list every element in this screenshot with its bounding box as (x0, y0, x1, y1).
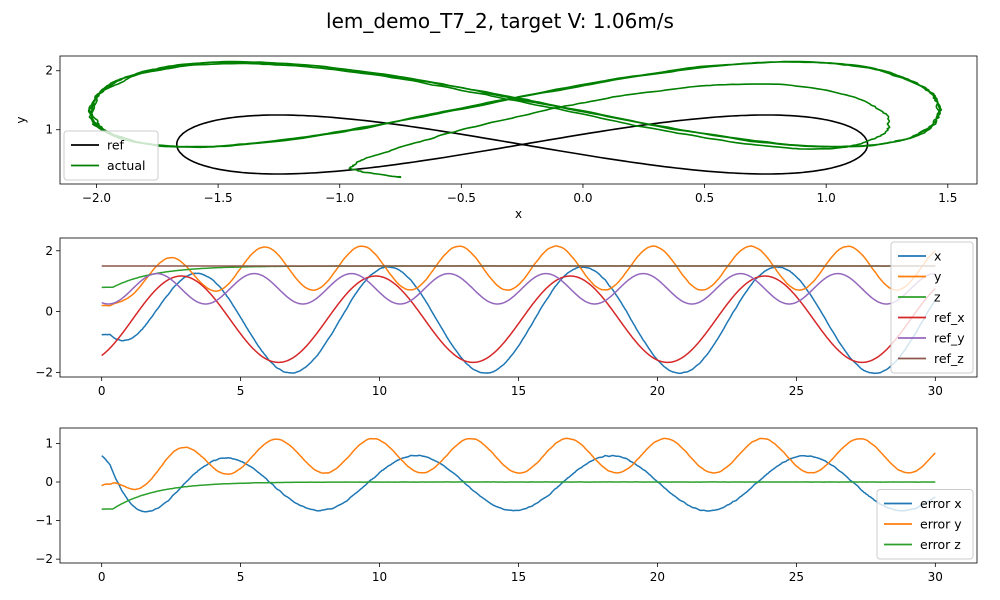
x-tick-label: 5 (237, 570, 245, 584)
y-tick-label: −1 (35, 514, 53, 528)
y-tick-label: −2 (35, 365, 53, 379)
legend: error x error y error z (876, 489, 974, 560)
x-tick-label: 25 (789, 570, 804, 584)
y-tick-label: 0 (45, 475, 53, 489)
legend-label-z: z (934, 290, 941, 305)
x-tick-label: 20 (650, 384, 665, 398)
plot-area-3 (101, 437, 936, 513)
x-tick-label: 25 (789, 384, 804, 398)
series-line-ref-x (101, 275, 936, 364)
legend: ref actual (63, 130, 159, 181)
x-tick-label: 15 (511, 570, 526, 584)
x-tick-label: −1.5 (204, 191, 233, 205)
y-tick-label: 0 (45, 305, 53, 319)
x-tick-label: 20 (650, 570, 665, 584)
figure-title: lem_demo_T7_2, target V: 1.06m/s (326, 9, 674, 33)
x-tick-label: 15 (511, 384, 526, 398)
legend-label-ref-y: ref_y (934, 331, 965, 346)
x-tick-label: 0 (98, 570, 106, 584)
x-tick-label: 30 (928, 384, 943, 398)
legend-label-ref-x: ref_x (934, 310, 965, 325)
series-line-error-x (101, 454, 936, 513)
y-tick-label: 1 (45, 123, 53, 137)
y-tick-label: 2 (45, 64, 53, 78)
y-tick-label: −2 (35, 552, 53, 566)
plot-area-2 (101, 245, 936, 375)
x-tick-label: 10 (372, 384, 387, 398)
legend-box (890, 241, 974, 374)
x-tick-label: 1.0 (817, 191, 836, 205)
series-line-actual (87, 60, 943, 179)
x-tick-label: −1.0 (325, 191, 354, 205)
x-tick-label: 0.0 (573, 191, 592, 205)
panel-3: 0 5 10 15 20 25 30 −2 −1 0 1 error x error y error z (35, 427, 978, 584)
legend-label-y: y (934, 269, 942, 284)
legend-box (876, 489, 974, 560)
legend-label-error-y: error y (920, 517, 962, 532)
series-line-y (101, 245, 936, 307)
legend-box (63, 130, 159, 181)
series-line-error-y (101, 437, 936, 491)
x-tick-label: 0 (98, 384, 106, 398)
x-tick-label: 10 (372, 570, 387, 584)
legend-label-actual: actual (107, 158, 146, 173)
legend-label-ref-z: ref_z (934, 351, 964, 366)
x-tick-label: 0.5 (695, 191, 714, 205)
legend-label-error-z: error z (920, 537, 961, 552)
x-tick-label: 5 (237, 384, 245, 398)
y-tick-label: 2 (45, 244, 53, 258)
plot-area-1 (87, 60, 943, 179)
x-axis-label: x (515, 207, 522, 221)
legend-label-error-x: error x (920, 496, 962, 511)
y-axis-label: y (14, 116, 28, 123)
x-tick-label: −2.0 (82, 191, 111, 205)
legend-label-x: x (934, 249, 941, 264)
legend: xyz ref_x ref_y ref_z (890, 241, 974, 374)
series-line-ref (176, 114, 869, 175)
series-line-ref-y (101, 272, 936, 305)
series-line-x (101, 266, 936, 375)
x-tick-label: −0.5 (447, 191, 476, 205)
axes-frame (59, 55, 978, 185)
x-tick-label: 1.5 (938, 191, 957, 205)
x-tick-label: 30 (928, 570, 943, 584)
legend-label-ref: ref (107, 138, 125, 153)
y-tick-label: 1 (45, 436, 53, 450)
series-line-error-z (101, 481, 936, 510)
panel-1: −2.0 −1.5 −1.0 −0.5 0.0 0.5 1.0 1.5 1 2 x y ref actua… (14, 55, 978, 221)
panel-2: 0 5 10 15 20 25 30 −2 0 2 xyz ref_x ref_y ref_z (35, 237, 978, 398)
